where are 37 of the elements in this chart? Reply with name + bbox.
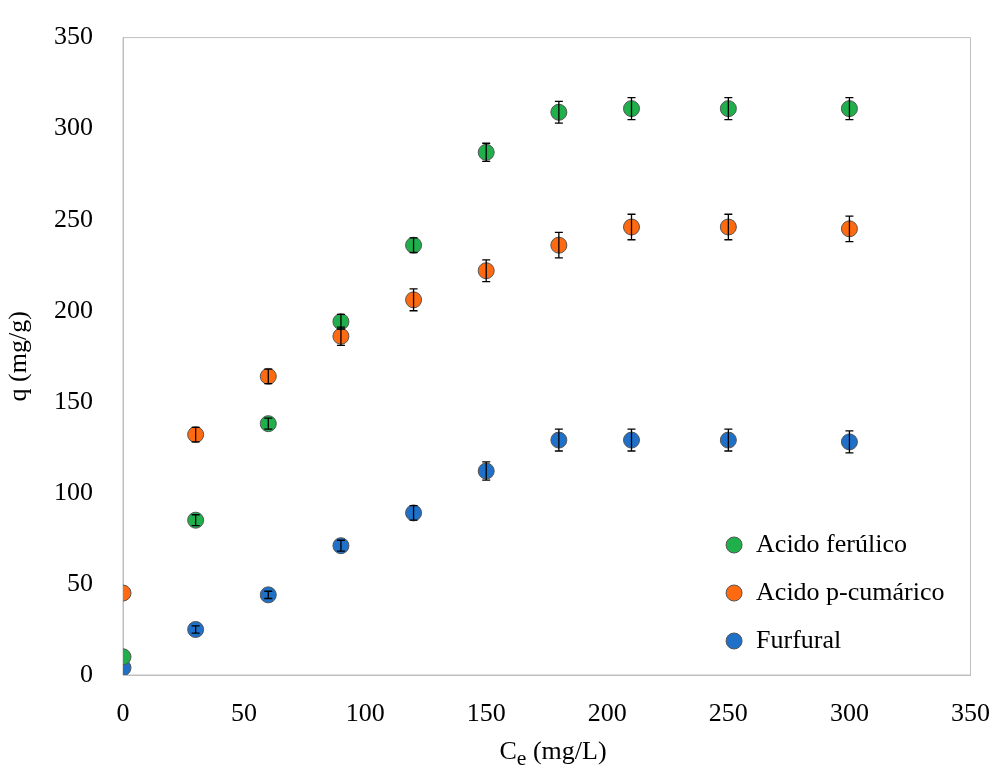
y-tick-label: 300: [54, 112, 93, 142]
point: [840, 100, 858, 118]
y-tick-label: 350: [54, 21, 93, 51]
x-tick-label: 100: [345, 698, 385, 728]
y-tick-label: 200: [54, 294, 93, 324]
x-axis-title: C$_{e}$ (mg/L): [498, 736, 608, 772]
point: [477, 462, 495, 480]
point: [259, 586, 277, 604]
point: [477, 143, 495, 161]
x-tick-label: 0: [116, 698, 130, 728]
point: [477, 262, 495, 280]
point: [259, 415, 277, 433]
point: [187, 511, 205, 529]
point: [840, 433, 858, 451]
legend-label: Acido ferúlico: [756, 528, 907, 558]
x-tick-label: 200: [587, 698, 627, 728]
point: [332, 537, 350, 555]
y-tick-label: 50: [67, 567, 93, 597]
y-axis-title: q (mg/g): [3, 311, 33, 402]
y-tick-label: 250: [54, 203, 93, 233]
x-tick-label: 50: [231, 698, 258, 728]
point: [405, 291, 423, 309]
x-tick-label: 350: [951, 698, 990, 728]
y-tick-label: 100: [54, 476, 93, 506]
x-tick-label: 150: [466, 698, 506, 728]
y-tick-label: 150: [54, 385, 93, 415]
point: [623, 218, 640, 236]
point: [719, 100, 737, 118]
point: [719, 431, 737, 449]
point: [840, 220, 858, 238]
x-tick-label: 300: [829, 698, 869, 728]
y-tick-label: 0: [80, 658, 93, 688]
x-tick-label: 250: [708, 698, 748, 728]
legend-label: Acido p-cumárico: [756, 576, 945, 606]
legend-label: Furfural: [756, 624, 842, 654]
point: [719, 218, 737, 236]
point: [187, 620, 205, 638]
